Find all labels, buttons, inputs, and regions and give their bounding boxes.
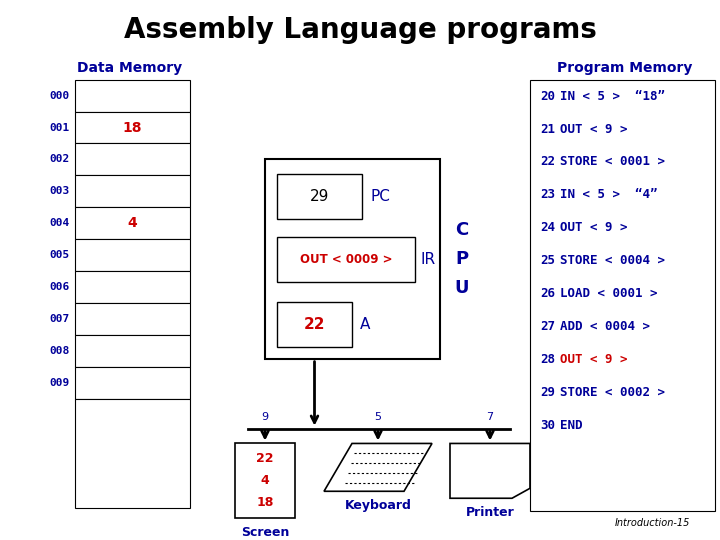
Text: 22: 22 [256,452,274,465]
Text: ADD < 0004 >: ADD < 0004 > [560,320,650,333]
Text: 009: 009 [50,377,70,388]
Text: END: END [560,418,582,431]
Text: IN < 5 >  “4”: IN < 5 > “4” [560,188,657,201]
Polygon shape [450,443,530,498]
Text: 29: 29 [541,386,556,399]
Text: LOAD < 0001 >: LOAD < 0001 > [560,287,657,300]
Bar [75,112,190,144]
Text: 25: 25 [541,254,556,267]
Bar [75,176,190,207]
Bar [530,80,715,511]
Text: 30: 30 [541,418,556,431]
Text: Keyboard: Keyboard [345,499,411,512]
Text: 4: 4 [261,474,269,487]
Text: Introduction-15: Introduction-15 [615,518,690,528]
Text: OUT < 9 >: OUT < 9 > [560,123,628,136]
Text: 22: 22 [541,156,556,168]
Text: 22: 22 [304,317,325,332]
Text: 005: 005 [50,250,70,260]
Bar [265,159,440,359]
Bar [277,237,415,282]
Text: 001: 001 [50,123,70,132]
Text: OUT < 9 >: OUT < 9 > [560,221,628,234]
Text: 003: 003 [50,186,70,197]
Text: PC: PC [370,190,390,204]
Text: 7: 7 [487,411,494,422]
Text: 26: 26 [541,287,556,300]
Bar [75,207,190,239]
Text: Assembly Language programs: Assembly Language programs [124,16,596,44]
Text: 24: 24 [541,221,556,234]
Bar [75,144,190,176]
Polygon shape [324,443,432,491]
Bar [277,302,352,347]
Text: 18: 18 [122,120,143,134]
Bar [75,335,190,367]
Text: Screen: Screen [240,525,289,538]
Text: STORE < 0004 >: STORE < 0004 > [560,254,665,267]
Text: Data Memory: Data Memory [78,61,183,75]
Text: 002: 002 [50,154,70,165]
Text: 007: 007 [50,314,70,324]
Text: 4: 4 [127,216,138,230]
Bar [75,271,190,303]
Text: IR: IR [421,252,436,267]
Text: 004: 004 [50,218,70,228]
Bar [277,174,362,219]
Text: 5: 5 [374,411,382,422]
Text: 008: 008 [50,346,70,356]
Text: 23: 23 [541,188,556,201]
Text: IN < 5 >  “18”: IN < 5 > “18” [560,90,665,103]
Text: 29: 29 [310,190,329,204]
Bar [75,80,190,112]
Text: 18: 18 [256,496,274,509]
Text: OUT < 0009 >: OUT < 0009 > [300,253,392,266]
Text: 9: 9 [261,411,269,422]
Text: Program Memory: Program Memory [557,61,693,75]
Bar [75,303,190,335]
Text: STORE < 0001 >: STORE < 0001 > [560,156,665,168]
Text: 21: 21 [541,123,556,136]
Bar [75,239,190,271]
Text: 20: 20 [541,90,556,103]
Text: 006: 006 [50,282,70,292]
Bar [235,443,295,518]
Text: 000: 000 [50,91,70,100]
Text: STORE < 0002 >: STORE < 0002 > [560,386,665,399]
Text: 27: 27 [541,320,556,333]
Text: OUT < 9 >: OUT < 9 > [560,353,628,366]
Bar [75,399,190,508]
Text: C
P
U: C P U [455,221,469,298]
Text: Printer: Printer [466,506,514,519]
Bar [75,367,190,399]
Text: A: A [360,317,370,332]
Text: 28: 28 [541,353,556,366]
